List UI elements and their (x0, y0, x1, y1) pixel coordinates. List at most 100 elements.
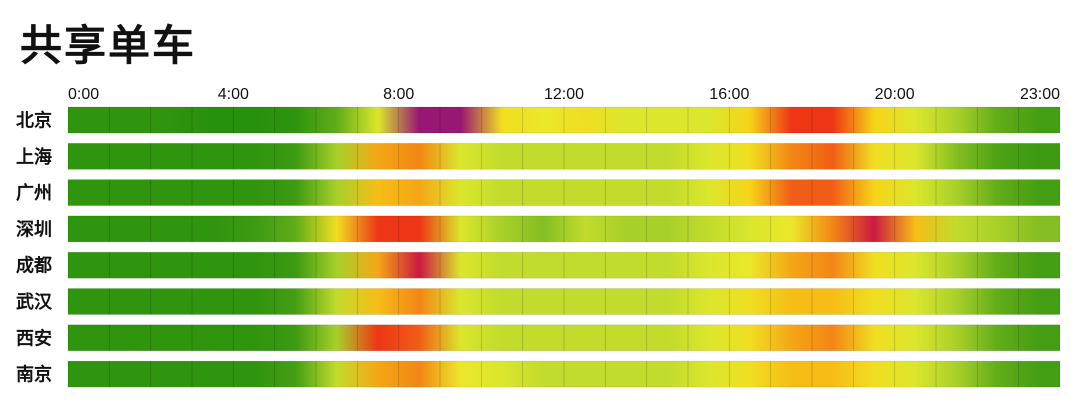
heatmap-cell (480, 288, 524, 315)
heatmap-cell (976, 215, 1020, 243)
heatmap-cell (150, 324, 193, 352)
heatmap-cell (150, 215, 193, 243)
heatmap-row: 南京 (16, 360, 1061, 388)
heatmap-cell (356, 251, 400, 279)
heatmap-cell (356, 360, 400, 388)
x-tick-label: 16:00 (709, 86, 749, 103)
heatmap-cell (315, 106, 358, 134)
heatmap-cell (646, 251, 689, 279)
heatmap-cell (480, 106, 524, 134)
chart-title: 共享单车 (20, 21, 197, 70)
heatmap-cell (315, 288, 358, 315)
heatmap-row: 上海 (16, 142, 1061, 170)
heatmap-cell (770, 324, 813, 352)
heatmap-cell (522, 179, 565, 207)
heatmap-cell (728, 215, 772, 243)
heatmap-bar (68, 143, 1060, 170)
heatmap-cell (232, 288, 276, 315)
heatmap-cell (811, 360, 854, 388)
heatmap-cell (522, 106, 565, 134)
heatmap-cell (108, 179, 152, 207)
heatmap-cell (522, 142, 565, 170)
heatmap-cell (67, 360, 110, 388)
heatmap-cell (935, 288, 978, 315)
heatmap-cell (108, 142, 152, 170)
heatmap-cell (398, 324, 441, 352)
heatmap-cell (811, 251, 854, 279)
heatmap-cell (522, 288, 565, 315)
heatmap-cell (604, 106, 648, 134)
heatmap-row: 西安 (16, 324, 1061, 352)
heatmap-cell (439, 360, 482, 388)
heatmap-cell (1018, 215, 1061, 243)
heatmap-cell (108, 360, 152, 388)
heatmap-bar (68, 215, 1060, 242)
heatmap-cell (563, 215, 606, 243)
heatmap-cell (728, 288, 772, 315)
heatmap-cell (728, 179, 772, 207)
heatmap-cell (852, 106, 896, 134)
heatmap-cell (232, 324, 276, 352)
heatmap-cell (356, 324, 400, 352)
heatmap-bar (68, 324, 1060, 351)
row-label: 深圳 (16, 218, 52, 240)
heatmap-cell (811, 215, 854, 243)
heatmap-cell (687, 360, 730, 388)
heatmap-cell (315, 251, 358, 279)
heatmap-cell (480, 179, 524, 207)
heatmap-cell (274, 215, 317, 243)
heatmap-cell (108, 106, 152, 134)
heatmap-cell (976, 288, 1020, 315)
heatmap-cell (1018, 324, 1061, 352)
heatmap-cell (935, 360, 978, 388)
heatmap-cell (811, 106, 854, 134)
heatmap-cell (852, 360, 896, 388)
heatmap-cell (604, 288, 648, 315)
heatmap-cell (232, 179, 276, 207)
heatmap-cell (315, 142, 358, 170)
heatmap-cell (728, 142, 772, 170)
heatmap-cell (232, 106, 276, 134)
heatmap-cell (935, 324, 978, 352)
heatmap-row: 广州 (16, 179, 1061, 207)
row-label: 广州 (16, 182, 52, 204)
heatmap-cell (646, 106, 689, 134)
row-label: 北京 (16, 110, 52, 132)
heatmap-cell (356, 215, 400, 243)
heatmap-cell (976, 142, 1020, 170)
heatmap-cell (67, 324, 110, 352)
heatmap-cell (770, 288, 813, 315)
heatmap-cell (728, 324, 772, 352)
heatmap-cell (935, 106, 978, 134)
heatmap-cell (274, 288, 317, 315)
heatmap-row: 武汉 (16, 288, 1061, 315)
heatmap-cell (604, 142, 648, 170)
heatmap-cell (356, 106, 400, 134)
heatmap-cell (274, 251, 317, 279)
heatmap-cell (770, 251, 813, 279)
heatmap-row: 深圳 (16, 215, 1061, 243)
row-label: 南京 (16, 364, 52, 386)
heatmap-cell (480, 251, 524, 279)
heatmap-cell (274, 106, 317, 134)
heatmap-cell (232, 142, 276, 170)
heatmap-cell (563, 179, 606, 207)
heatmap-cell (67, 251, 110, 279)
heatmap-cell (150, 251, 193, 279)
heatmap-cell (935, 142, 978, 170)
x-tick-label: 12:00 (544, 86, 584, 103)
heatmap-cell (976, 179, 1020, 207)
heatmap-cell (191, 179, 234, 207)
heatmap-cell (398, 360, 441, 388)
x-tick-label: 8:00 (383, 86, 414, 103)
heatmap-cell (439, 215, 482, 243)
heatmap-cell (150, 179, 193, 207)
heatmap-cell (894, 288, 937, 315)
heatmap-cell (232, 360, 276, 388)
heatmap-cell (439, 288, 482, 315)
heatmap-cell (894, 360, 937, 388)
heatmap-cell (687, 179, 730, 207)
heatmap-row: 成都 (16, 251, 1061, 279)
x-tick-label: 4:00 (218, 86, 249, 103)
x-tick-label: 23:00 (1020, 86, 1060, 103)
